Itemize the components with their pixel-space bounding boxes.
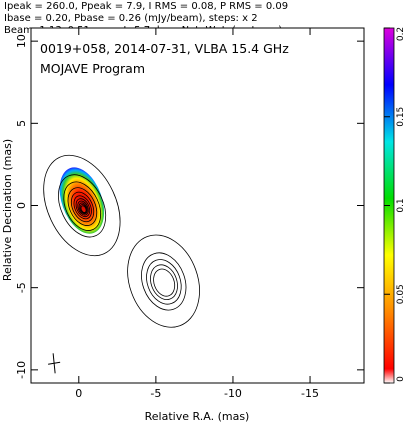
beam-major-axis: [52, 353, 56, 374]
jet-contour-2: [141, 252, 187, 311]
header-line-2: Ibase = 0.20, Pbase = 0.26 (mJy/beam), s…: [4, 13, 258, 24]
map-contours: [43, 154, 200, 374]
map-title: 0019+058, 2014-07-31, VLBA 15.4 GHz: [40, 41, 289, 56]
x-tick-label: -5: [150, 387, 161, 400]
core-contour-8: [77, 200, 89, 216]
x-tick-label: -10: [224, 387, 242, 400]
core-contour-2: [58, 174, 107, 238]
y-tick-label: -5: [15, 282, 28, 293]
core-contour-4: [67, 187, 98, 226]
x-tick-label: -15: [301, 387, 319, 400]
core-contour-10: [79, 204, 88, 214]
core-contour-3: [63, 181, 102, 231]
jet-contour-3: [146, 259, 182, 305]
program-label: MOJAVE Program: [40, 61, 145, 76]
core-contour-1: [43, 154, 121, 257]
core-contour-5: [70, 191, 95, 223]
header-line-1: Ipeak = 260.0, Ppeak = 7.9, I RMS = 0.08…: [4, 1, 288, 12]
y-tick-label: -10: [15, 361, 28, 379]
x-axis-label: Relative R.A. (mas): [145, 410, 250, 423]
colorbar-tick-label: 0.15: [396, 107, 406, 127]
colorbar-tick-label: 0: [396, 376, 406, 382]
core-contour-7: [75, 198, 91, 218]
jet-contour-1: [127, 234, 200, 328]
x-tick-label: 0: [75, 387, 82, 400]
colorbar-tick-label: 0.05: [396, 284, 406, 304]
colorbar-tick-label: 0.2: [396, 27, 406, 41]
jet-contour-5: [153, 268, 176, 297]
y-tick-label: 5: [15, 120, 28, 127]
y-tick-label: 10: [15, 34, 28, 48]
core-contour-11: [80, 205, 87, 213]
core-contour-9: [78, 202, 88, 215]
colorbar-ticks: 0 0.05 0.1 0.15 0.2: [384, 27, 406, 384]
jet-contour-4: [150, 264, 178, 301]
y-tick-label: 0: [15, 202, 28, 209]
colorbar-tick-label: 0.1: [396, 198, 406, 212]
axis-ticks: 0 -5 -10 -15 10 5 0 -5 -10: [15, 28, 364, 400]
core-contour-6: [73, 195, 92, 220]
y-axis-label: Relative Decination (mas): [1, 139, 14, 281]
